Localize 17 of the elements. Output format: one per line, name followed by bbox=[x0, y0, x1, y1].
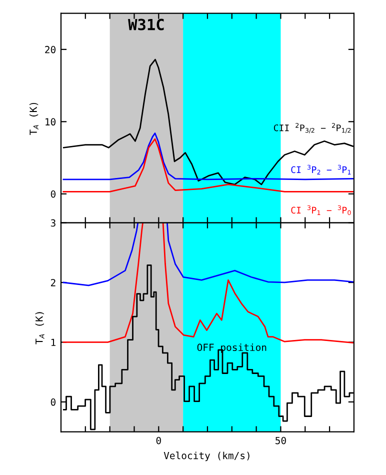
y-tick-label: 3 bbox=[50, 219, 56, 227]
y-tick-label: 0 bbox=[50, 190, 56, 198]
x-axis-title: Velocity (km/s) bbox=[164, 452, 250, 462]
band-label: W31C bbox=[128, 18, 164, 30]
line-series bbox=[62, 132, 354, 180]
y-tick-label: 20 bbox=[45, 46, 56, 54]
text: T$_{A}$ (K) bbox=[35, 312, 44, 344]
band-label: OFF position bbox=[197, 343, 266, 353]
y-tick-label: 10 bbox=[46, 118, 56, 126]
y-tick-label: 1 bbox=[51, 338, 56, 346]
text: T$_{A}$ (K) bbox=[29, 102, 38, 135]
y-tick-label: 2 bbox=[50, 278, 56, 286]
line-series bbox=[62, 138, 354, 192]
series-label: CI $^{3}$P$_{2}$ − $^{3}$P$_{1}$ bbox=[291, 164, 351, 174]
y-tick-label: 0 bbox=[50, 398, 56, 406]
series-label: CI $^{3}$P$_{1}$ − $^{3}$P$_{0}$ bbox=[291, 205, 351, 216]
x-tick-label: 50 bbox=[276, 436, 286, 444]
